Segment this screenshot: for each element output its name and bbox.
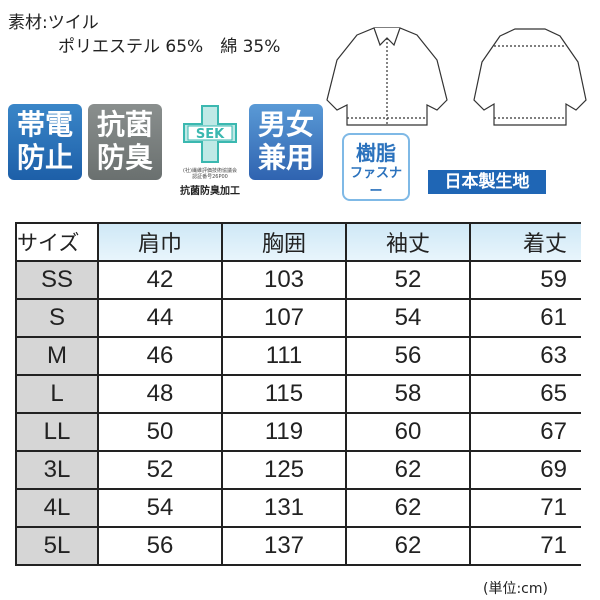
value-cell: 71	[469, 488, 581, 528]
size-cell: L	[15, 374, 99, 414]
value-cell: 115	[221, 374, 347, 414]
header-chest: 胸囲	[221, 222, 347, 262]
size-cell: 3L	[15, 450, 99, 490]
value-cell: 131	[221, 488, 347, 528]
table-row: S 44 107 54 61	[15, 298, 581, 338]
header-length: 着丈	[469, 222, 581, 262]
value-cell: 54	[97, 488, 223, 528]
antistatic-badge: 帯電 防止	[8, 104, 82, 180]
value-cell: 62	[345, 488, 471, 528]
table-row: 3L 52 125 62 69	[15, 450, 581, 490]
value-cell: 63	[469, 336, 581, 376]
material-label: 素材:ツイル	[8, 13, 99, 33]
header-shoulder: 肩巾	[97, 222, 223, 262]
value-cell: 56	[345, 336, 471, 376]
value-cell: 46	[97, 336, 223, 376]
value-cell: 62	[345, 526, 471, 566]
table-row: M 46 111 56 63	[15, 336, 581, 376]
size-table: サイズ 肩巾 胸囲 袖丈 着丈 SS 42 103 52 59 S 44 107 54 61 M 46…	[15, 222, 581, 566]
size-cell: SS	[15, 260, 99, 300]
value-cell: 58	[345, 374, 471, 414]
value-cell: 52	[345, 260, 471, 300]
antibacterial-badge: 抗菌 防臭	[88, 104, 162, 180]
value-cell: 69	[469, 450, 581, 490]
value-cell: 107	[221, 298, 347, 338]
size-cell: S	[15, 298, 99, 338]
value-cell: 103	[221, 260, 347, 300]
value-cell: 56	[97, 526, 223, 566]
size-cell: 5L	[15, 526, 99, 566]
unit-note: (単位:cm)	[483, 581, 548, 597]
value-cell: 54	[345, 298, 471, 338]
value-cell: 62	[345, 450, 471, 490]
value-cell: 50	[97, 412, 223, 452]
table-row: SS 42 103 52 59	[15, 260, 581, 300]
value-cell: 67	[469, 412, 581, 452]
value-cell: 60	[345, 412, 471, 452]
value-cell: 52	[97, 450, 223, 490]
value-cell: 111	[221, 336, 347, 376]
header-size: サイズ	[15, 222, 99, 262]
value-cell: 125	[221, 450, 347, 490]
unisex-badge: 男女 兼用	[249, 104, 323, 180]
made-in-japan-fabric-badge: 日本製生地	[428, 170, 546, 194]
table-row: 5L 56 137 62 71	[15, 526, 581, 566]
table-header-row: サイズ 肩巾 胸囲 袖丈 着丈	[15, 222, 581, 262]
value-cell: 137	[221, 526, 347, 566]
value-cell: 42	[97, 260, 223, 300]
jacket-front-illustration	[326, 27, 448, 126]
resin-zipper-badge: 樹脂 ファスナー	[342, 133, 410, 201]
table-row: L 48 115 58 65	[15, 374, 581, 414]
value-cell: 48	[97, 374, 223, 414]
header-sleeve: 袖丈	[345, 222, 471, 262]
value-cell: 44	[97, 298, 223, 338]
size-cell: M	[15, 336, 99, 376]
value-cell: 65	[469, 374, 581, 414]
value-cell: 61	[469, 298, 581, 338]
sek-mark: SEK (社)繊維評価技術協議会 認証番号26P00 抗菌防臭加工	[170, 104, 250, 197]
value-cell: 71	[469, 526, 581, 566]
jacket-back-illustration	[473, 28, 587, 126]
value-cell: 59	[469, 260, 581, 300]
material-composition: ポリエステル 65% 綿 35%	[58, 37, 281, 57]
value-cell: 119	[221, 412, 347, 452]
sek-logo: SEK	[196, 127, 225, 142]
size-cell: 4L	[15, 488, 99, 528]
table-row: 4L 54 131 62 71	[15, 488, 581, 528]
size-cell: LL	[15, 412, 99, 452]
table-row: LL 50 119 60 67	[15, 412, 581, 452]
sek-cross-icon: SEK	[183, 105, 237, 163]
sek-label: 抗菌防臭加工	[180, 186, 240, 197]
